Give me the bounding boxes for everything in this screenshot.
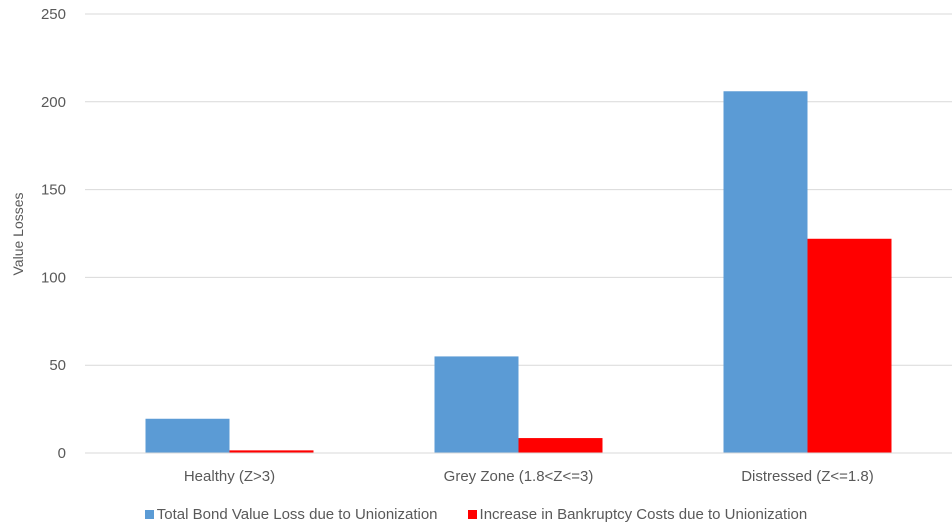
legend-swatch-bankruptcy-costs bbox=[467, 509, 477, 519]
bar-bond-loss-2 bbox=[723, 91, 808, 453]
bar-bankruptcy-costs-2 bbox=[807, 238, 892, 453]
y-tick-label-200: 200 bbox=[41, 94, 66, 111]
y-tick-label-150: 150 bbox=[41, 182, 66, 199]
x-tick-label-0: Healthy (Z>3) bbox=[184, 468, 275, 485]
legend: Total Bond Value Loss due to Unionizatio… bbox=[0, 503, 952, 525]
bars bbox=[145, 91, 892, 453]
bar-bond-loss-0 bbox=[145, 418, 230, 453]
legend-label-bankruptcy-costs: Increase in Bankruptcy Costs due to Unio… bbox=[479, 505, 808, 523]
y-tick-label-250: 250 bbox=[41, 6, 66, 23]
x-tick-label-1: Grey Zone (1.8<Z<=3) bbox=[444, 468, 594, 485]
x-tick-label-2: Distressed (Z<=1.8) bbox=[741, 468, 874, 485]
y-tick-label-100: 100 bbox=[41, 269, 66, 286]
legend-item-bankruptcy-costs: Increase in Bankruptcy Costs due to Unio… bbox=[467, 505, 808, 523]
bar-bond-loss-1 bbox=[434, 356, 519, 453]
y-tick-label-0: 0 bbox=[58, 445, 66, 462]
y-axis-ticks: 0 50 100 150 200 250 bbox=[41, 6, 66, 462]
y-tick-label-50: 50 bbox=[49, 357, 66, 374]
y-axis-title: Value Losses bbox=[10, 192, 26, 275]
bar-bankruptcy-costs-1 bbox=[518, 438, 603, 453]
bar-chart: 0 50 100 150 200 250 Healthy (Z>3) Grey Zone (… bbox=[10, 6, 952, 485]
x-axis-ticks: Healthy (Z>3) Grey Zone (1.8<Z<=3) Distres… bbox=[184, 468, 874, 485]
legend-label-bond-loss: Total Bond Value Loss due to Unionizatio… bbox=[156, 505, 438, 523]
legend-swatch-bond-loss bbox=[144, 509, 154, 519]
legend-item-bond-loss: Total Bond Value Loss due to Unionizatio… bbox=[144, 505, 438, 523]
bar-bankruptcy-costs-0 bbox=[229, 450, 314, 453]
